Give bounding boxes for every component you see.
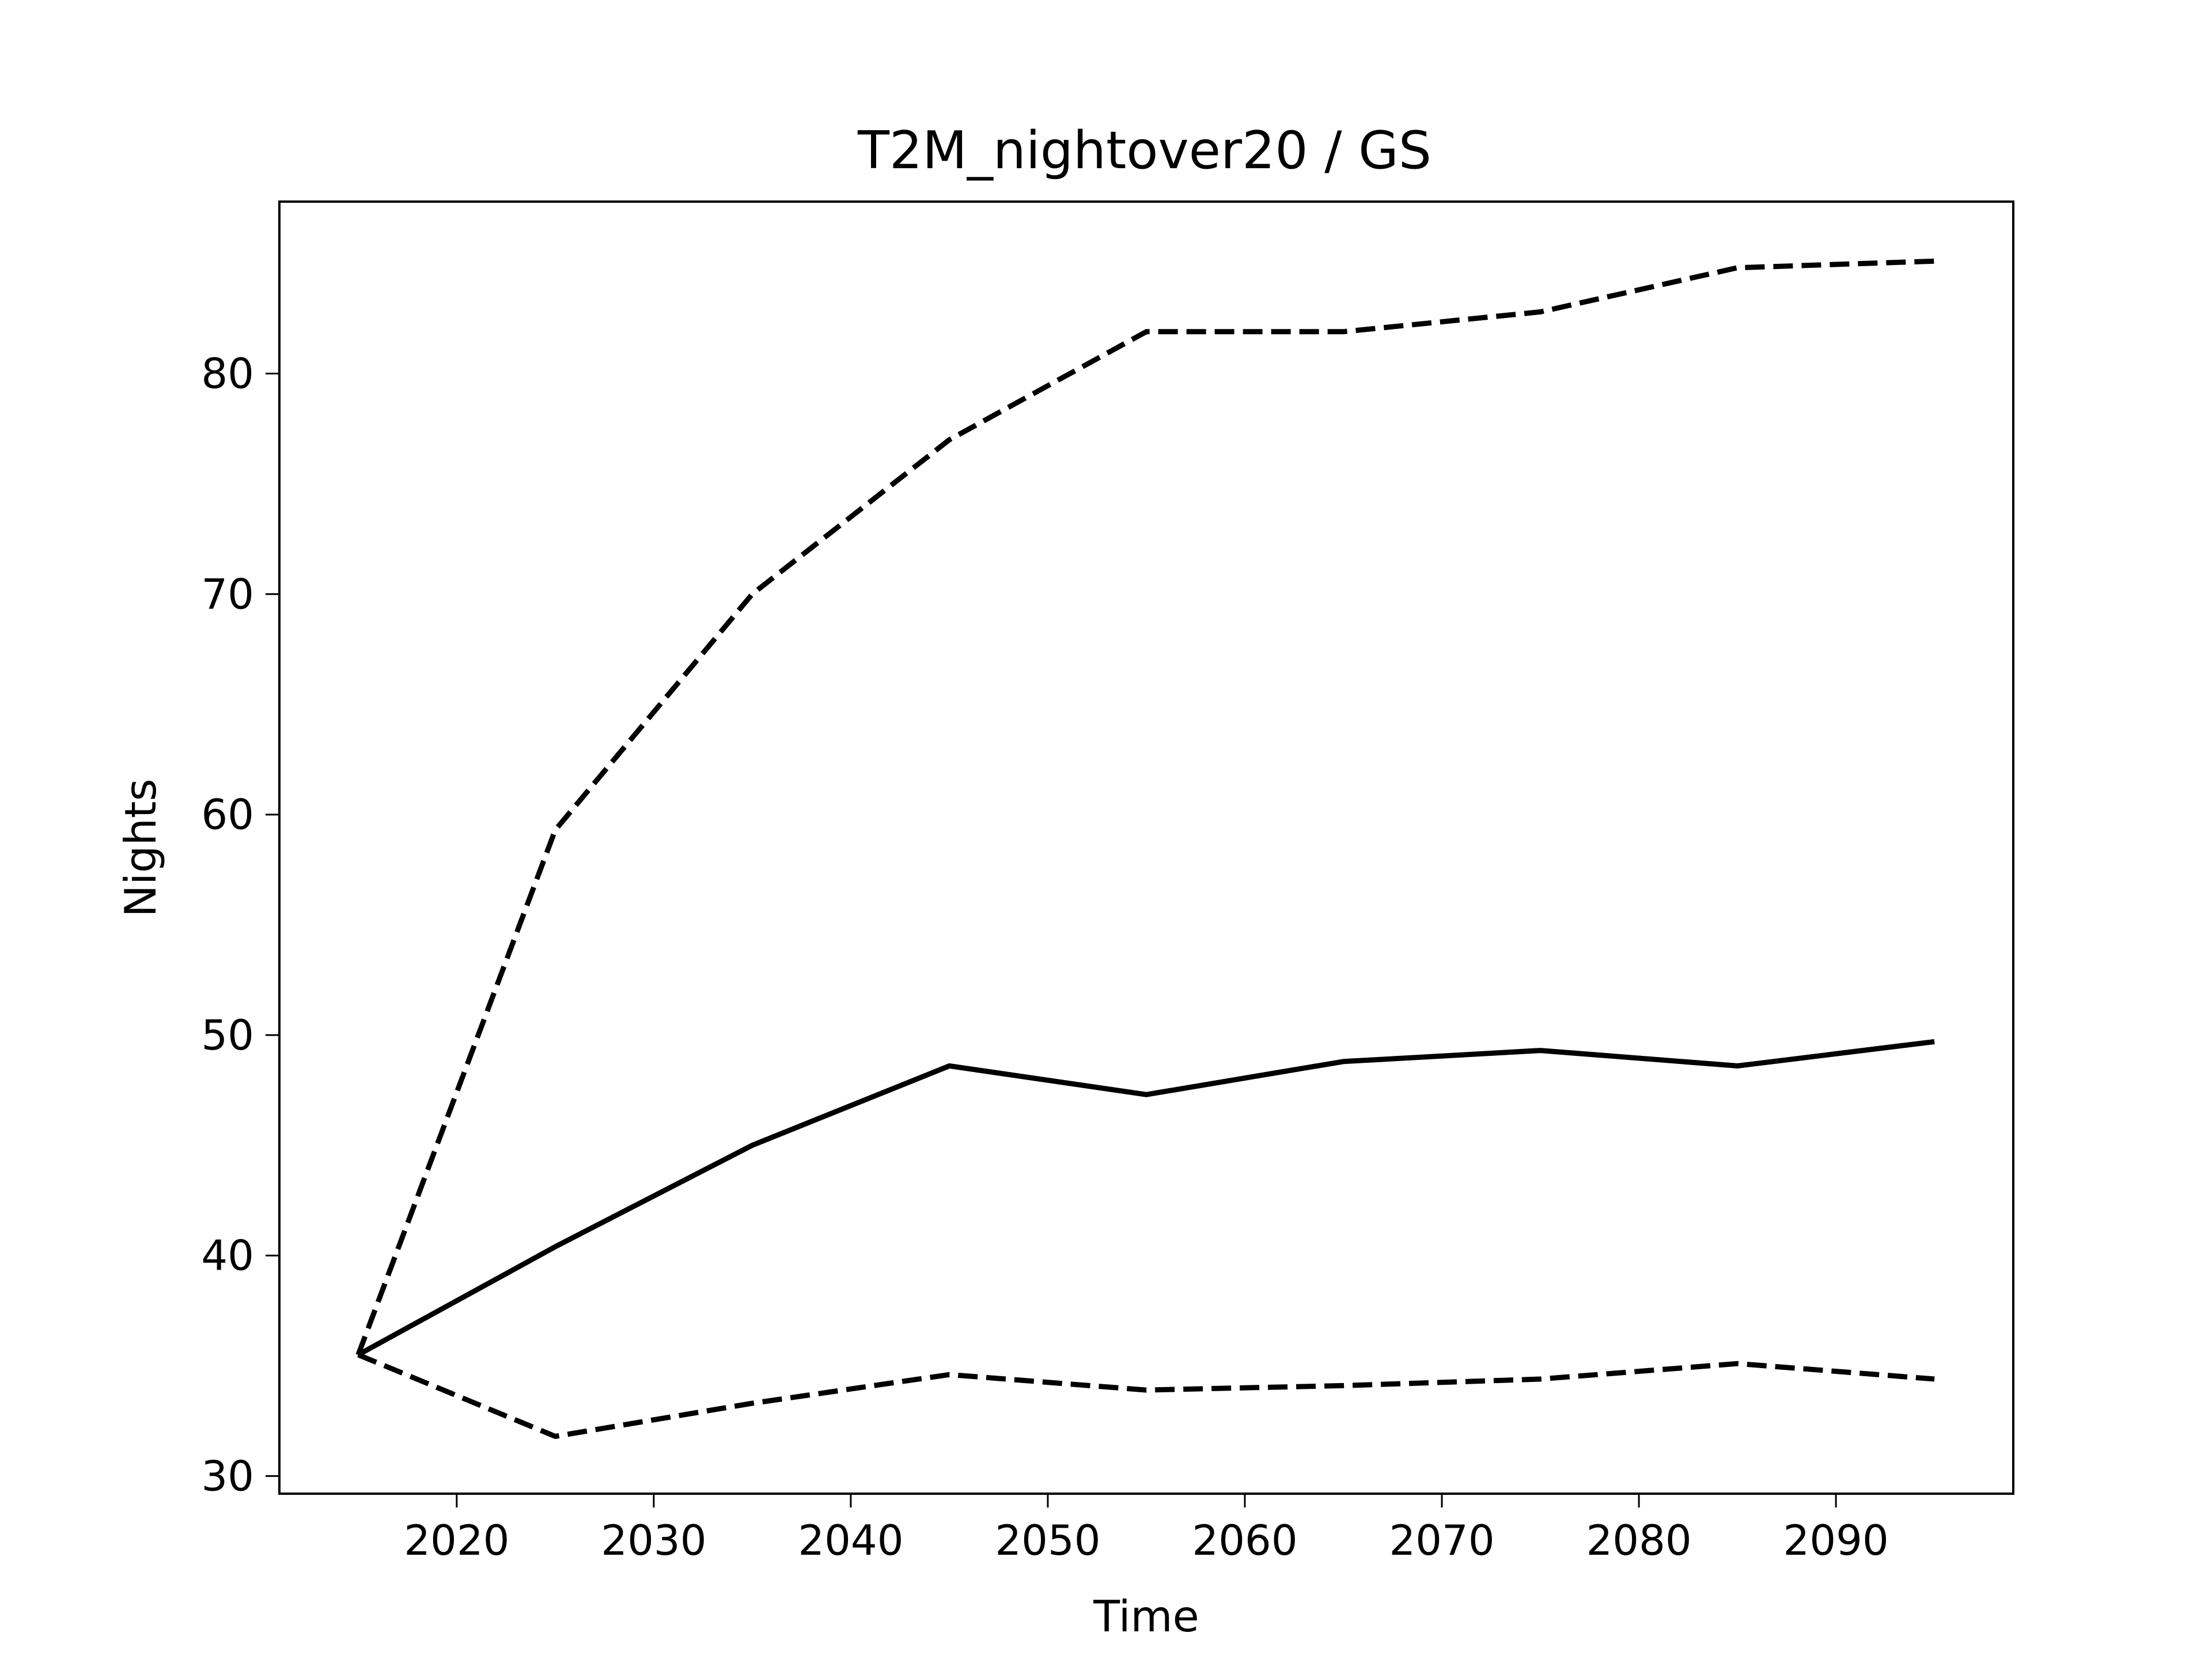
- series-line-3-dashed: [357, 1352, 1935, 1439]
- ticks-layer: 2020 2030 2040 2050 2060 2070 2080 2090 30 40 50 60…: [201, 350, 1888, 1565]
- y-tick-label: 40: [201, 1232, 254, 1280]
- y-axis-label: Nights: [115, 779, 166, 918]
- x-tick-label: 2020: [404, 1516, 509, 1565]
- x-tick-label: 2040: [798, 1516, 903, 1565]
- y-tick-label: 50: [201, 1011, 254, 1059]
- series-line-1-dashed: [355, 258, 1935, 1356]
- x-tick-label: 2090: [1783, 1516, 1889, 1565]
- chart-title: T2M_nightover20 / GS: [857, 120, 1431, 181]
- x-tick-label: 2050: [995, 1516, 1100, 1565]
- series-layer: [355, 258, 1935, 1439]
- x-tick-label: 2080: [1586, 1516, 1691, 1565]
- y-tick-label: 70: [201, 570, 254, 618]
- series-line-2-solid: [357, 1039, 1935, 1357]
- x-tick-label: 2060: [1192, 1516, 1297, 1565]
- x-tick-label: 2070: [1389, 1516, 1494, 1565]
- x-axis-label: Time: [1093, 1591, 1199, 1642]
- y-tick-label: 30: [201, 1452, 254, 1500]
- y-tick-label: 80: [201, 350, 254, 398]
- plot-area-frame: [278, 200, 2014, 1495]
- y-tick-label: 60: [201, 790, 254, 839]
- x-tick-label: 2030: [601, 1516, 706, 1565]
